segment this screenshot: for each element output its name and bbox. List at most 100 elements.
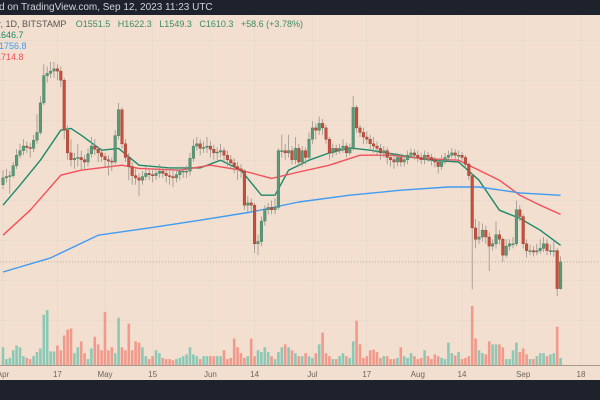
volume-bar	[338, 356, 341, 365]
candle-body	[480, 229, 484, 238]
candle-body	[559, 261, 563, 289]
candle-body	[514, 209, 518, 245]
volume-bar	[212, 356, 216, 365]
candle-body	[538, 248, 542, 251]
candle-body	[385, 150, 389, 158]
volume-bar	[525, 354, 528, 365]
volume-bar	[141, 347, 144, 365]
candle-body	[355, 107, 359, 129]
volume-bar	[154, 350, 158, 365]
volume-bar	[559, 357, 562, 365]
candle-body	[191, 145, 195, 159]
candle-body	[21, 145, 25, 151]
candle-body	[399, 157, 403, 163]
volume-bar	[423, 350, 426, 365]
time-tick-label: 14	[458, 370, 467, 379]
candle-body	[174, 174, 178, 179]
volume-bar	[518, 352, 522, 365]
volume-bar	[528, 359, 532, 365]
volume-bar	[42, 314, 46, 365]
candle-body	[310, 127, 314, 140]
ma-blue-value[interactable]: 1756.8	[0, 41, 27, 51]
symbol-label[interactable]: r, 1D, BITSTAMP	[0, 19, 67, 29]
candle-body	[83, 159, 87, 163]
legend-symbol-row: r, 1D, BITSTAMP O1551.5 H1622.3 L1549.3 …	[0, 19, 303, 30]
volume-bar	[151, 356, 154, 365]
volume-bar	[538, 353, 542, 365]
grid	[0, 15, 600, 365]
candle-body	[273, 207, 277, 210]
volume-bar	[120, 347, 124, 365]
volume-bar	[49, 351, 52, 365]
price-chart[interactable]: Apr 17 May 15 Jun 14 Jul 17 Aug 14 Sep 18	[0, 15, 600, 380]
candle-body	[178, 170, 182, 175]
volume-bar	[494, 344, 498, 365]
candle-body	[436, 161, 440, 167]
publish-banner: d on TradingView.com, Sep 12, 2023 11:23…	[0, 0, 600, 15]
candle-body	[188, 158, 192, 172]
candle-body	[154, 173, 158, 176]
volume-bar	[477, 350, 481, 365]
candle-body	[467, 164, 471, 176]
candle-body	[280, 150, 284, 152]
candle-body	[140, 176, 144, 181]
candle-body	[236, 166, 240, 170]
ma-green-value[interactable]: 1646.7	[0, 30, 24, 40]
candle-body	[555, 250, 559, 289]
chart-background	[0, 15, 600, 380]
candle-body	[426, 154, 430, 158]
candle-body	[324, 127, 328, 140]
volume-bar	[18, 347, 22, 365]
volume-bar	[130, 350, 134, 365]
volume-bar	[236, 347, 239, 365]
candle-body	[351, 107, 355, 149]
candle-body	[164, 173, 168, 176]
volume-bar	[430, 359, 433, 365]
candle-body	[205, 145, 209, 148]
volume-bar	[117, 317, 120, 365]
volume-bar	[440, 357, 443, 365]
candle-body	[232, 162, 236, 167]
volume-bar	[348, 357, 352, 365]
volume-bar	[409, 353, 413, 365]
candle-body	[406, 154, 410, 160]
volume-bar	[22, 356, 25, 365]
time-tick-label: Apr	[0, 370, 10, 379]
candle-body	[344, 145, 348, 154]
volume-bar	[460, 359, 464, 365]
ma-red-value[interactable]: 1714.8	[0, 52, 24, 62]
volume-bar	[66, 329, 69, 365]
candle-body	[1, 177, 5, 185]
candle-body	[494, 234, 498, 245]
volume-bar	[358, 344, 362, 365]
volume-bar	[375, 352, 379, 365]
candle-body	[103, 156, 107, 160]
candle-body	[423, 154, 427, 160]
volume-bar	[311, 357, 314, 365]
candle-body	[327, 139, 331, 154]
candle-body	[208, 145, 212, 150]
time-axis-labels: Apr 17 May 15 Jun 14 Jul 17 Aug 14 Sep 18	[0, 370, 586, 379]
candle-body	[361, 132, 365, 138]
candle-body	[368, 139, 372, 145]
candle-body	[147, 173, 151, 175]
volume-bar	[181, 356, 185, 365]
candle-body	[242, 170, 246, 206]
volume-bar	[171, 360, 175, 365]
volume-bar	[317, 344, 321, 365]
candle-body	[287, 150, 291, 154]
candle-body	[365, 136, 369, 140]
volume-bar	[382, 356, 386, 365]
time-axis[interactable]	[0, 366, 600, 380]
volume-bar	[416, 359, 420, 365]
candle-body	[304, 150, 308, 158]
candle-body	[545, 243, 549, 251]
candle-body	[521, 216, 525, 245]
volume-bar	[504, 359, 508, 365]
volume-bar	[113, 353, 117, 365]
volume-bar	[15, 345, 18, 365]
candle-body	[433, 159, 437, 163]
candle-body	[49, 70, 53, 74]
volume-bar	[443, 359, 447, 365]
ma-red-line	[2, 154, 561, 236]
